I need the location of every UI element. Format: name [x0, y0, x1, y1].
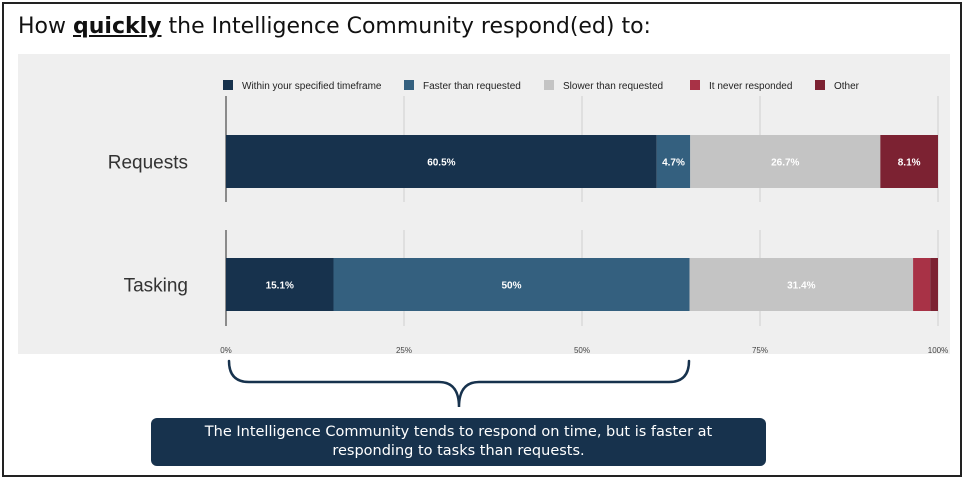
bar-tasking-within-your-specified-timeframe — [226, 258, 334, 311]
bar-requests-slower-than-requested — [690, 135, 881, 188]
legend-swatch-it-never-responded — [690, 80, 700, 90]
title-emphasis: quickly — [73, 14, 162, 39]
title-suffix: the Intelligence Community respond(ed) t… — [161, 14, 651, 39]
category-label-tasking: Tasking — [124, 276, 188, 297]
bar-tasking-it-never-responded — [913, 258, 931, 311]
brace-icon — [227, 359, 691, 408]
legend-swatch-slower-than-requested — [544, 80, 554, 90]
data-label: 15.1% — [266, 281, 294, 292]
title-prefix: How — [18, 14, 73, 39]
bar-requests-other — [880, 135, 938, 188]
data-label: 4.7% — [662, 158, 685, 169]
callout-box: The Intelligence Community tends to resp… — [151, 418, 766, 466]
data-label: 31.4% — [787, 281, 815, 292]
legend-label-faster-than-requested: Faster than requested — [423, 81, 521, 92]
bar-tasking-other — [930, 258, 938, 311]
callout-text: The Intelligence Community tends to resp… — [204, 424, 713, 459]
page-title: How quickly the Intelligence Community r… — [18, 14, 651, 39]
data-label: 26.7% — [771, 158, 799, 169]
legend-swatch-other — [815, 80, 825, 90]
legend-label-other: Other — [834, 81, 860, 92]
data-label: 8.1% — [898, 158, 921, 169]
legend-label-within-your-specified-timeframe: Within your specified timeframe — [242, 81, 382, 92]
legend-swatch-faster-than-requested — [404, 80, 414, 90]
legend-swatch-within-your-specified-timeframe — [223, 80, 233, 90]
stacked-bar-chart: Within your specified timeframe Faster th… — [108, 80, 948, 354]
category-label-requests: Requests — [108, 153, 188, 174]
bar-tasking-slower-than-requested — [689, 258, 914, 311]
bar-tasking-faster-than-requested — [333, 258, 690, 311]
bar-requests-within-your-specified-timeframe — [226, 135, 657, 188]
legend-label-slower-than-requested: Slower than requested — [563, 81, 663, 92]
data-label: 50% — [502, 281, 522, 292]
bar-requests-faster-than-requested — [656, 135, 691, 188]
chart-panel: Within your specified timeframe Faster th… — [18, 54, 950, 354]
data-label: 60.5% — [427, 158, 455, 169]
x-tick-label: 25% — [396, 346, 412, 354]
x-tick-label: 100% — [928, 346, 948, 354]
legend-label-it-never-responded: It never responded — [709, 81, 792, 92]
x-tick-label: 75% — [752, 346, 768, 354]
x-tick-label: 50% — [574, 346, 590, 354]
x-tick-label: 0% — [220, 346, 232, 354]
